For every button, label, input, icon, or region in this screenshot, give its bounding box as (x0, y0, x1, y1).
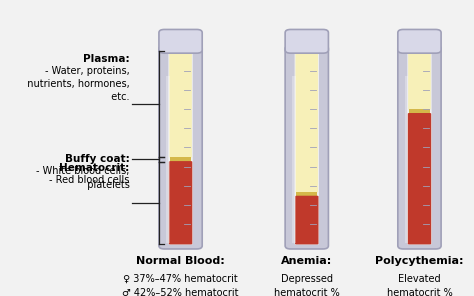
Text: - White blood cells,
  platelets: - White blood cells, platelets (36, 166, 129, 190)
Bar (166, 75, 170, 243)
FancyBboxPatch shape (398, 30, 441, 53)
Text: Plasma:: Plasma: (83, 54, 129, 64)
FancyBboxPatch shape (169, 161, 192, 244)
Bar (170, 157, 191, 162)
Text: ♂ 42%–52% hematocrit: ♂ 42%–52% hematocrit (122, 288, 239, 296)
Text: hematocrit %: hematocrit % (387, 288, 452, 296)
Text: Normal Blood:: Normal Blood: (136, 256, 225, 266)
Text: Hematocrit:: Hematocrit: (59, 163, 129, 173)
FancyBboxPatch shape (398, 46, 441, 249)
Text: ♀ 37%–47% hematocrit: ♀ 37%–47% hematocrit (123, 274, 238, 284)
FancyBboxPatch shape (159, 46, 202, 249)
FancyBboxPatch shape (285, 46, 328, 249)
FancyBboxPatch shape (285, 30, 328, 53)
Bar (409, 109, 430, 114)
FancyBboxPatch shape (295, 196, 319, 244)
Text: Depressed: Depressed (281, 274, 333, 284)
Text: Elevated: Elevated (398, 274, 441, 284)
Text: Buffy coat:: Buffy coat: (65, 155, 129, 164)
FancyBboxPatch shape (159, 30, 202, 53)
FancyBboxPatch shape (408, 51, 431, 110)
Text: - Water, proteins,
  nutrients, hormones,
  etc.: - Water, proteins, nutrients, hormones, … (21, 66, 129, 102)
Text: - Red blood cells: - Red blood cells (49, 175, 129, 185)
FancyBboxPatch shape (294, 50, 319, 245)
FancyBboxPatch shape (407, 50, 432, 245)
FancyBboxPatch shape (168, 50, 193, 245)
FancyBboxPatch shape (295, 51, 318, 192)
FancyBboxPatch shape (408, 113, 431, 244)
Bar (296, 192, 317, 197)
Text: Anemia:: Anemia: (281, 256, 332, 266)
Text: hematocrit %: hematocrit % (274, 288, 340, 296)
Bar (292, 75, 296, 243)
Text: Polycythemia:: Polycythemia: (375, 256, 464, 266)
Bar (405, 75, 409, 243)
FancyBboxPatch shape (169, 51, 192, 157)
